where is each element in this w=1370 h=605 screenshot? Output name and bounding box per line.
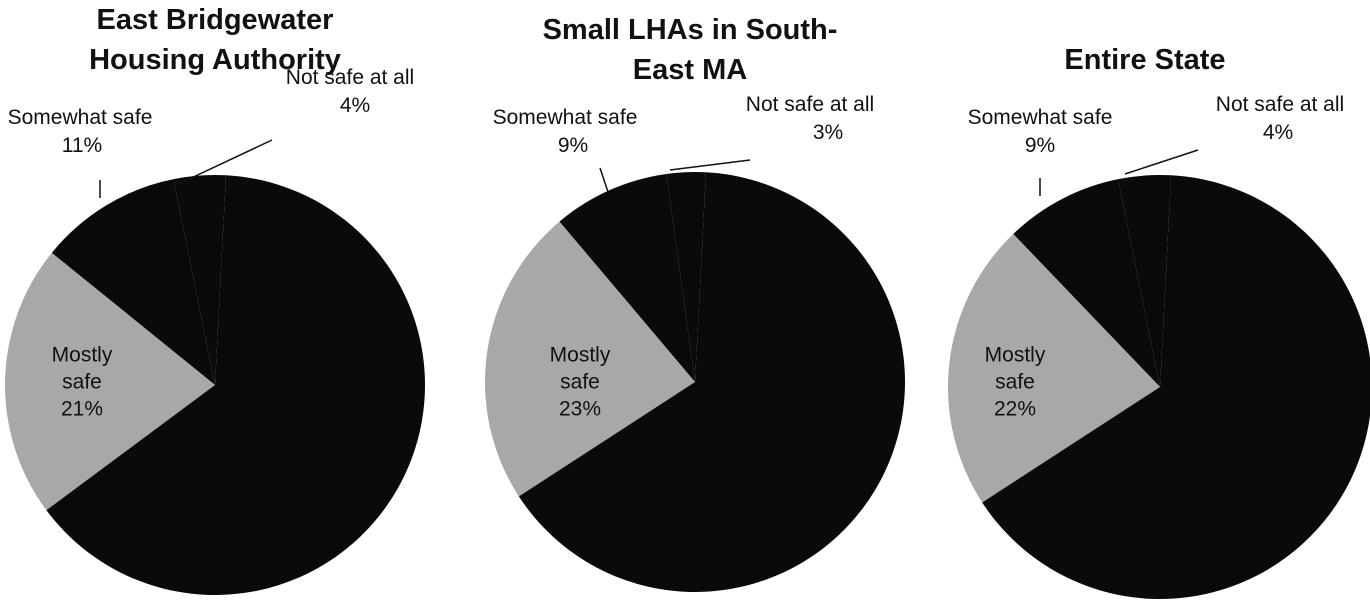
slice-value-label: 11%: [61, 134, 103, 157]
chart-title: Small LHAs in South-East MA: [542, 14, 838, 86]
slice-label: Not safe at all: [1215, 93, 1345, 116]
pie-slice: [1013, 179, 1160, 387]
slice-label: Somewhat safe: [7, 106, 153, 129]
slice-label: Mostly safe: [984, 343, 1046, 394]
slice-label: Somewhat safe: [492, 106, 638, 129]
slice-label-group: Mostly safe 22%: [975, 342, 1055, 423]
slice-label-group: Mostly safe 21%: [42, 342, 122, 423]
slice-label: Not safe at all: [745, 93, 875, 116]
slice-value-label: 23%: [558, 397, 602, 421]
chart-title: Entire State: [1064, 44, 1226, 76]
pie-slice: [948, 233, 1160, 503]
leader-line: [669, 159, 751, 171]
slice-label: Not safe at all: [285, 66, 415, 89]
slice-value-label: 4%: [339, 94, 371, 117]
pie-slice: [559, 173, 695, 382]
pie-slice: [518, 172, 905, 593]
slice-label: Somewhat safe: [967, 106, 1113, 129]
leader-line: [169, 139, 273, 189]
slice-label-group: Mostly safe 23%: [540, 342, 620, 423]
slice-value-label: 9%: [1024, 134, 1056, 157]
pie-slice: [666, 172, 706, 382]
slice-value-label: 21%: [60, 397, 104, 421]
slice-value-label: 3%: [812, 121, 844, 144]
chart-title: East Bridgewater Housing Authority: [89, 4, 341, 76]
slice-value-label: 4%: [1262, 121, 1294, 144]
leader-line: [599, 167, 609, 193]
pie-slice: [4, 252, 215, 511]
slice-value-label: 9%: [557, 134, 589, 157]
pie-slice: [484, 221, 695, 497]
pie-slice: [982, 175, 1370, 599]
pie-slice: [173, 175, 226, 385]
pie-slice: [51, 179, 215, 385]
slice-value-label: 22%: [993, 397, 1037, 421]
pie-slice: [1118, 175, 1172, 387]
pie-slice: [46, 175, 426, 596]
slice-label: Mostly safe: [549, 343, 611, 394]
slice-label: Mostly safe: [51, 343, 113, 394]
leader-line: [1124, 149, 1199, 175]
